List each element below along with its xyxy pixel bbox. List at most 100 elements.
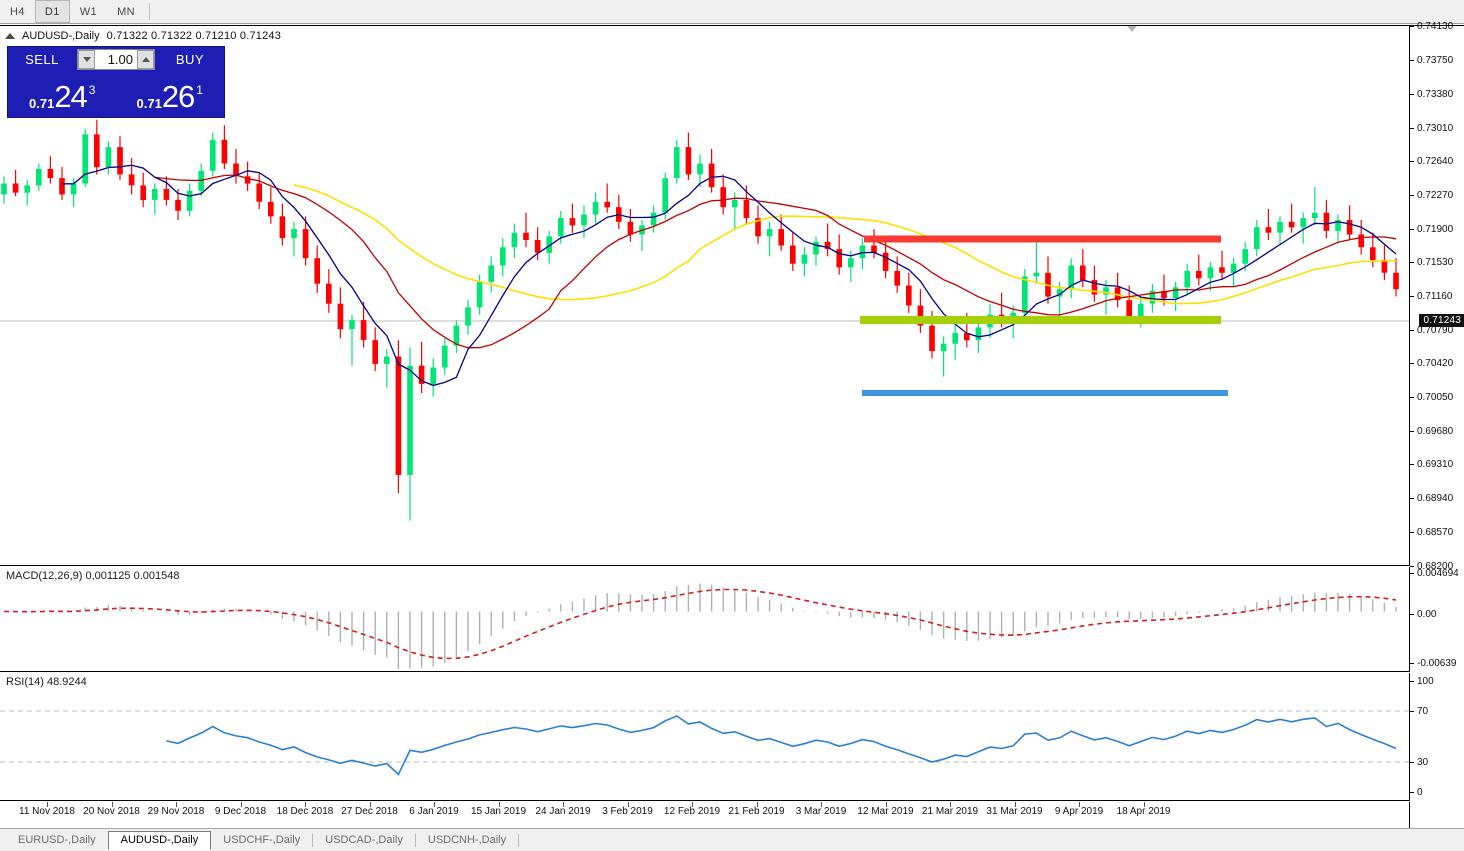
tick-mark [1410,161,1414,163]
date-tick [563,802,564,807]
price-scale-label: 0.73750 [1417,55,1454,67]
price-scale-tick: 0.70420 [1410,358,1464,370]
sell-price[interactable]: 0.71 24 3 [10,72,115,115]
date-tick [1014,802,1016,807]
tick-mark [1410,613,1414,615]
tick-mark [1410,531,1414,533]
macd-scale-label-min: -0.00639 [1417,657,1457,669]
date-axis-label: 9 Dec 2018 [214,806,267,817]
macd-scale-label-zero: 0.00 [1417,608,1437,620]
price-scale-label: 0.69310 [1417,459,1454,471]
tick-mark [1410,662,1414,664]
price-scale-tick: 0.68200 [1410,560,1464,572]
volume-stepper[interactable]: 1.00 [77,49,155,70]
symbol-header: AUDUSD-,Daily 0.71322 0.71322 0.71210 0.… [5,30,281,42]
date-axis-label: 6 Jan 2019 [409,806,459,817]
price-scale-tick: 0.71530 [1410,257,1464,269]
chart-window-marker-icon [1127,26,1137,32]
price-scale-tick: 0.73380 [1410,88,1464,100]
volume-increase-button[interactable] [137,50,154,69]
moving-average-slow-line [293,184,1397,305]
price-scale-label: 0.71530 [1417,257,1454,269]
rsi-scale-label-70: 70 [1417,705,1429,717]
timeframe-button-w1[interactable]: W1 [79,5,98,18]
date-axis-label: 18 Apr 2019 [1116,806,1171,817]
sell-price-main: 24 [54,79,87,114]
symbol-tab-usdchf[interactable]: USDCHF-,Daily [223,834,301,846]
price-pane[interactable]: AUDUSD-,Daily 0.71322 0.71322 0.71210 0.… [0,26,1410,566]
date-tick [240,802,242,807]
timeframe-button-d1[interactable]: D1 [34,0,70,23]
tick-mark [1410,262,1414,264]
symbol-tab-audusd[interactable]: AUDUSD-,Daily [107,830,212,850]
toolbar-divider [148,3,150,20]
timeframe-button-h4[interactable]: H4 [10,5,25,18]
tick-mark [1410,791,1414,793]
date-tick [434,802,435,807]
sell-price-fraction: 3 [88,83,96,97]
symbol-label: AUDUSD-,Daily [22,30,100,42]
date-axis-label: 18 Dec 2018 [276,806,334,817]
date-axis-label: 21 Feb 2019 [728,806,785,817]
tick-mark [1410,680,1414,682]
date-axis-label: 31 Mar 2019 [986,806,1043,817]
trade-panel-prices-row: 0.71 24 3 0.71 26 1 [8,72,224,117]
tick-mark [1410,572,1414,574]
price-scale-label: 0.70790 [1417,324,1454,336]
tick-mark [1410,329,1414,331]
tick-mark [1410,761,1414,763]
price-scale[interactable]: 0.74130 0.73750 0.73380 0.73010 0.72640 0.722… [1410,21,1464,572]
ohlc-values: 0.71322 0.71322 0.71210 0.71243 [106,30,282,42]
date-tick [305,802,306,807]
tick-mark [1410,228,1414,230]
price-scale-tick: 0.70050 [1410,392,1464,404]
price-scale-label: 0.72640 [1417,156,1454,168]
price-scale-label: 0.69680 [1417,425,1454,437]
rsi-scale: 100 70 30 0 [1410,673,1464,801]
macd-pane[interactable]: MACD(12,26,9) 0,001125 0.001548 [0,567,1410,672]
price-scale-tick: 0.71160 [1410,291,1464,303]
date-axis-label: 3 Mar 2019 [795,806,847,817]
current-price-badge: 0.71243 [1419,314,1464,327]
one-click-trading-panel[interactable]: SELL 1.00 BUY 0.71 24 3 0.71 [7,46,225,118]
tab-divider [312,833,314,847]
buy-price[interactable]: 0.71 26 1 [117,72,222,115]
macd-scale-label-max: 0.004694 [1417,567,1459,579]
tick-mark [1410,60,1414,62]
date-tick [176,802,177,807]
date-tick [1143,802,1145,807]
price-scale-tick: 0.68940 [1410,493,1464,505]
price-scale-tick: 0.72640 [1410,156,1464,168]
buy-button[interactable]: BUY [175,52,205,67]
date-axis-label: 20 Nov 2018 [83,806,140,817]
symbol-tab-usdcnh[interactable]: USDCNH-,Daily [427,834,507,846]
buy-price-prefix: 0.71 [136,96,162,111]
tab-divider [414,833,416,847]
symbol-tab-usdcad[interactable]: USDCAD-,Daily [325,834,403,846]
date-axis-label: 27 Dec 2018 [341,806,398,817]
volume-input[interactable]: 1.00 [95,50,137,69]
price-scale-label: 0.71900 [1417,223,1454,235]
price-scale-label: 0.74130 [1417,20,1454,32]
sell-button[interactable]: SELL [25,52,59,67]
symbol-tab-bar: EURUSD-,Daily AUDUSD-,Daily USDCHF-,Dail… [0,828,1464,851]
price-scale-tick: 0.70790 [1410,324,1464,336]
symbol-tab-eurusd[interactable]: EURUSD-,Daily [18,834,96,846]
date-tick [1079,802,1080,807]
macd-label: MACD(12,26,9) 0,001125 0.001548 [6,570,180,582]
tick-mark [1410,498,1414,500]
rsi-line [166,715,1397,776]
date-tick [498,802,500,807]
price-scale-tick: 0.74130 [1410,20,1464,32]
date-axis-label: 29 Nov 2018 [147,806,205,817]
date-tick [111,802,113,807]
rsi-pane[interactable]: RSI(14) 48.9244 [0,673,1410,801]
timeframe-button-mn[interactable]: MN [117,5,135,18]
date-tick [950,802,951,807]
buy-price-main: 26 [161,79,195,114]
price-scale-tick: 0.71900 [1410,223,1464,235]
date-axis-label: 11 Nov 2018 [19,806,75,817]
macd-scale: 0.004694 0.00 -0.00639 [1410,567,1464,672]
date-tick [885,802,887,807]
volume-decrease-button[interactable] [78,50,95,69]
